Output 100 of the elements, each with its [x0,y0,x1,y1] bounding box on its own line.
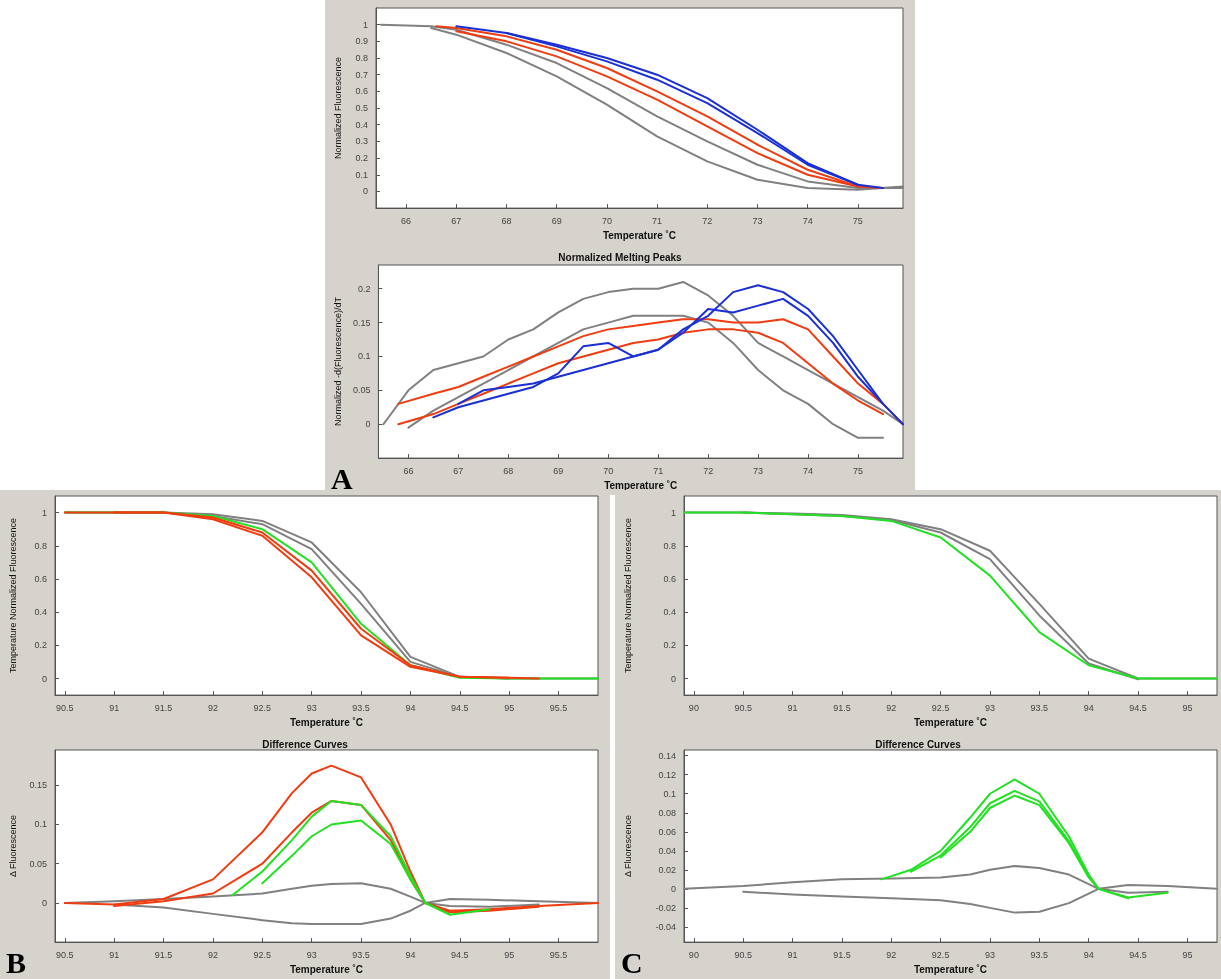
y-tick-label: 0.1 [663,788,676,799]
x-tick-label: 90.5 [734,702,752,713]
x-tick-label: 91 [787,702,798,713]
x-tick-label: 93.5 [352,949,370,960]
x-tick-label: 71 [653,465,664,476]
x-tick-label: 72 [702,215,713,226]
y-tick-label: 0.9 [355,36,368,47]
y-tick-label: 0.05 [29,858,47,869]
x-tick-label: 73 [752,215,763,226]
x-axis-title: Temperature ˚C [913,963,988,975]
x-tick-label: 93 [984,949,995,960]
x-tick-label: 91.5 [833,949,851,960]
y-tick-label: 0.8 [355,53,368,64]
x-tick-label: 90.5 [56,702,74,713]
x-tick-label: 94.5 [451,949,469,960]
y-tick-label: 0.02 [658,864,676,875]
y-tick-label: 0.06 [658,826,676,837]
y-tick-label: 0 [365,419,371,430]
x-tick-label: 93.5 [352,702,370,713]
x-tick-label: 70 [601,215,612,226]
x-tick-label: 92 [886,702,897,713]
y-tick-label: 0.6 [355,86,368,97]
x-axis-title: Temperature ˚C [602,229,677,241]
x-tick-label: 69 [551,215,562,226]
y-tick-label: 0.1 [357,351,371,362]
y-tick-label: 0 [362,186,368,197]
y-tick-label: 0.6 [663,573,676,584]
x-tick-label: 93.5 [1030,949,1049,960]
x-tick-label: 92 [207,949,218,960]
y-tick-label: 0.08 [658,807,676,818]
y-tick-label: 0.2 [34,640,47,651]
x-tick-label: 92.5 [253,702,272,713]
y-tick-label: 0.15 [29,780,47,791]
y-axis-title: Temperature Normalized Fluorescence [7,518,18,674]
x-tick-label: 92 [207,702,218,713]
y-tick-label: 0.04 [658,845,676,856]
x-tick-label: 92.5 [931,702,950,713]
x-tick-label: 95 [504,702,515,713]
y-axis-title: Δ Fluorescence [7,815,18,878]
text: C [621,945,643,979]
x-tick-label: 93 [306,949,317,960]
x-tick-label: 94 [1083,949,1094,960]
y-tick-label: 0.3 [355,136,368,147]
x-axis-title: Temperature ˚C [289,963,364,975]
text: B [6,945,27,979]
x-tick-label: 90.5 [734,949,752,960]
y-tick-label: 0.6 [34,573,47,584]
x-tick-label: 91.5 [154,949,173,960]
x-axis-title: Temperature ˚C [289,716,364,728]
y-tick-label: 0 [41,673,47,684]
x-tick-label: 90.5 [56,949,74,960]
x-tick-label: 94 [405,949,416,960]
y-tick-label: 0 [670,673,676,684]
x-axis-title: Temperature ˚C [913,716,988,728]
y-axis-title: Temperature Normalized Fluorescence [622,518,633,674]
y-axis-title: Normalized Fluorescence [332,57,343,160]
y-tick-label: 0.8 [663,540,676,551]
y-tick-label: -0.02 [655,902,676,913]
x-tick-label: 75 [852,215,863,226]
x-tick-label: 95 [504,949,515,960]
x-tick-label: 72 [703,465,714,476]
x-tick-label: 94 [1083,702,1094,713]
chart-title: Difference Curves [875,738,962,750]
x-tick-label: 73 [753,465,764,476]
x-tick-label: 67 [451,215,462,226]
x-tick-label: 94 [405,702,416,713]
x-tick-label: 91.5 [154,702,173,713]
x-tick-label: 95.5 [549,702,568,713]
x-tick-label: 93 [306,702,317,713]
y-axis-title: Δ Fluorescence [622,815,633,878]
x-tick-label: 91 [109,702,120,713]
y-tick-label: 1 [362,19,368,30]
x-tick-label: 92 [886,949,897,960]
x-tick-label: 93.5 [1030,702,1049,713]
y-tick-label: 0.4 [663,607,676,618]
x-tick-label: 91 [787,949,798,960]
x-tick-label: 92.5 [931,949,950,960]
x-tick-label: 68 [501,215,512,226]
chart-title: Normalized Melting Peaks [558,251,683,263]
y-axis-title: Normalized -d(Fluorescence)/dT [332,296,343,427]
x-tick-label: 70 [603,465,614,476]
y-tick-label: 0.15 [352,317,371,328]
x-tick-label: 68 [503,465,514,476]
x-tick-label: 94.5 [1129,949,1147,960]
x-tick-label: 74 [802,215,813,226]
x-tick-label: 71 [652,215,663,226]
x-tick-label: 90 [688,949,699,960]
x-tick-label: 67 [453,465,464,476]
x-axis-title: Temperature ˚C [604,479,678,491]
y-tick-label: 0.7 [355,69,368,80]
y-tick-label: 0.4 [34,607,47,618]
y-tick-label: 1 [41,507,47,518]
y-tick-label: 0.14 [658,750,676,761]
y-tick-label: 0.1 [34,819,47,830]
y-tick-label: 0.5 [355,103,368,114]
x-tick-label: 75 [853,465,864,476]
y-tick-label: 0.4 [355,119,368,130]
x-tick-label: 69 [553,465,564,476]
x-tick-label: 94.5 [1129,702,1147,713]
y-tick-label: 0 [41,897,47,908]
